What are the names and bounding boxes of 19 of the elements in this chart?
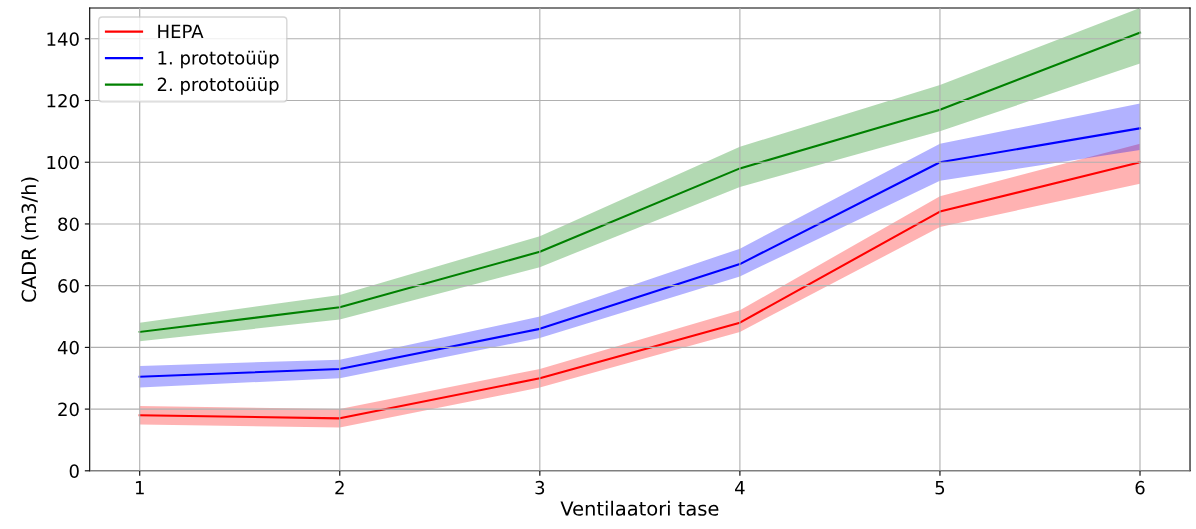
y-tick-label: 120 — [47, 93, 79, 108]
x-tick-label: 6 — [1135, 480, 1145, 495]
legend-label: HEPA — [158, 24, 204, 38]
y-tick-label: 60 — [58, 279, 79, 293]
y-tick-label: 0 — [69, 464, 79, 478]
y-tick-label: 40 — [57, 340, 79, 355]
legend-label: 2. prototoüüp — [157, 77, 279, 95]
x-tick-label: 5 — [935, 481, 945, 495]
y-tick-label: 100 — [47, 155, 79, 170]
y-tick-label: 140 — [47, 32, 79, 46]
x-tick-label: 2 — [335, 480, 344, 495]
x-axis-title: Ventilaatori tase — [560, 500, 719, 516]
legend-label: 1. prototoüüp — [158, 50, 279, 69]
y-axis-title: CADR (m3/h) — [21, 177, 39, 302]
y-tick-label: 80 — [58, 217, 79, 232]
x-tick-label: 1 — [135, 481, 144, 495]
x-tick-label: 4 — [735, 481, 745, 495]
y-tick-label: 20 — [58, 402, 79, 417]
x-tick-label: 3 — [535, 480, 545, 495]
